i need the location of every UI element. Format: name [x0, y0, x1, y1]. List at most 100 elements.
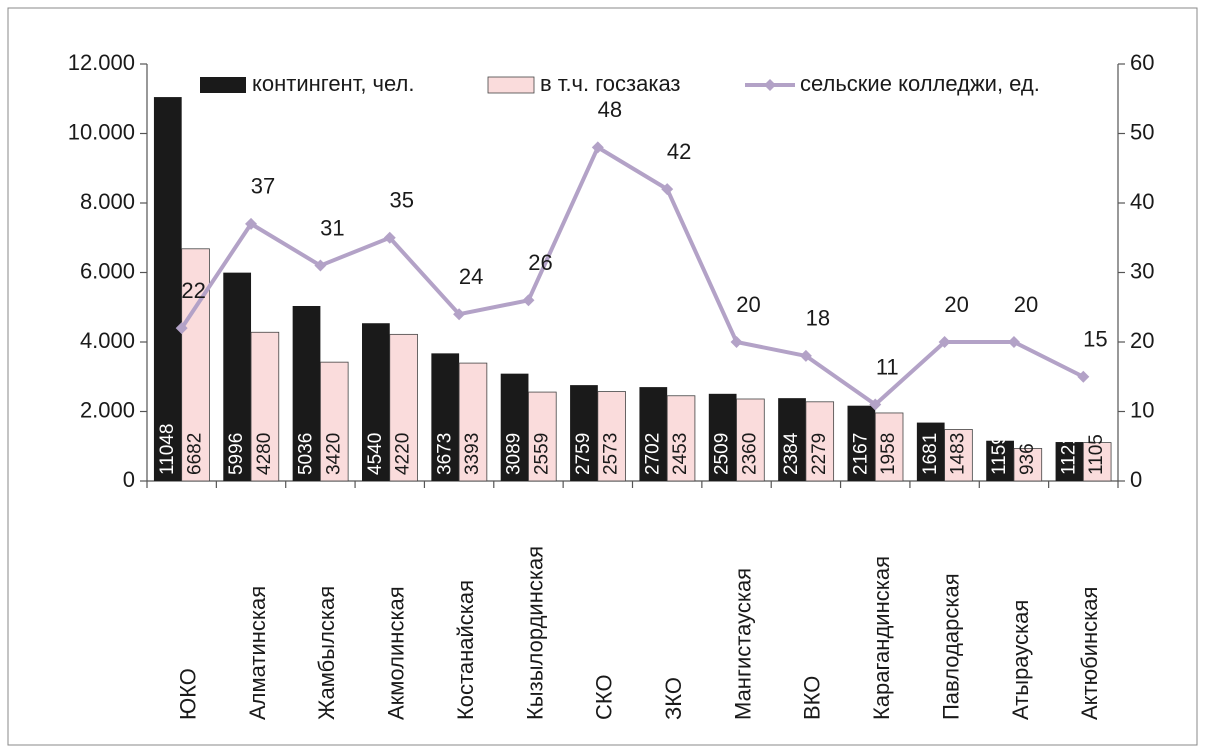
bar-value-label: 5996 — [226, 433, 247, 475]
bar-value-label: 4280 — [254, 433, 275, 475]
x-tick-label: Акмолинская — [384, 586, 409, 720]
bar — [181, 248, 210, 482]
line-marker — [175, 322, 188, 335]
y-tick-label: 12.000 — [68, 50, 135, 75]
line-value-label: 18 — [806, 306, 830, 331]
line-value-label: 20 — [736, 292, 760, 317]
bar — [778, 398, 806, 481]
line-value-label: 20 — [944, 292, 968, 317]
x-tick-label: Жамбылская — [314, 586, 339, 720]
y-tick-label: 6.000 — [80, 258, 135, 283]
y2-tick-label: 0 — [1130, 467, 1142, 492]
bar — [708, 393, 737, 481]
bar-value-label: 2702 — [642, 433, 663, 475]
bar — [292, 305, 321, 481]
y2-tick-label: 30 — [1130, 258, 1154, 283]
bar — [986, 440, 1014, 481]
line-marker — [245, 217, 258, 230]
line-value-label: 37 — [251, 174, 275, 199]
line-value-label: 26 — [528, 250, 552, 275]
y-tick-label: 2.000 — [80, 397, 135, 422]
bar — [874, 412, 904, 482]
bar — [389, 333, 418, 482]
line-value-label: 42 — [667, 139, 691, 164]
legend-label: контингент, чел. — [252, 71, 414, 96]
bar-value-label: 2453 — [670, 433, 691, 475]
bar — [250, 331, 280, 482]
line-marker — [1007, 336, 1020, 348]
bar-value-label: 2573 — [601, 433, 622, 475]
bar — [639, 387, 668, 481]
bar-value-label: 1958 — [878, 433, 899, 475]
bar-value-label: 11048 — [157, 424, 178, 475]
bar — [153, 97, 182, 481]
bar — [1082, 442, 1112, 482]
line-marker — [799, 349, 812, 362]
line-marker — [453, 308, 466, 321]
bar — [944, 429, 973, 482]
y-tick-label: 0 — [123, 467, 135, 492]
bar-value-label: 1159 — [989, 434, 1010, 475]
line — [180, 145, 1085, 407]
bar — [597, 391, 626, 482]
line-marker — [730, 336, 743, 348]
bar-value-label: 2509 — [712, 433, 733, 475]
y2-tick-label: 20 — [1130, 328, 1154, 353]
x-tick-label: ЗКО — [661, 677, 686, 720]
bar-value-label: 4220 — [393, 433, 414, 475]
bar-value-label: 936 — [1017, 443, 1038, 475]
bar-value-label: 1681 — [920, 433, 941, 475]
y-tick-label: 4.000 — [80, 328, 135, 353]
bar-value-label: 1105 — [1086, 434, 1107, 475]
line-marker — [661, 183, 674, 196]
bar-value-label: 5036 — [296, 433, 317, 475]
bar-value-label: 2559 — [531, 433, 552, 475]
x-tick-label: ЮКО — [175, 668, 200, 720]
bar-value-label: 2360 — [739, 433, 760, 475]
line-value-label: 22 — [181, 278, 205, 303]
line-value-label: 24 — [459, 264, 483, 289]
line-value-label: 11 — [876, 354, 899, 379]
x-tick-label: Кызылординская — [522, 546, 547, 720]
line-value-label: 20 — [1014, 292, 1038, 317]
bar — [431, 353, 460, 481]
x-tick-label: СКО — [592, 674, 617, 720]
bar — [362, 323, 390, 481]
y-tick-label: 10.000 — [68, 119, 135, 144]
line-marker — [1077, 370, 1090, 383]
x-tick-label: Павлодарская — [938, 573, 963, 720]
legend-swatch — [487, 76, 535, 94]
line-marker — [314, 259, 327, 272]
bar — [319, 361, 349, 482]
bar — [847, 405, 876, 481]
bar-value-label: 1121 — [1058, 434, 1079, 475]
x-tick-label: Алматинская — [245, 586, 270, 720]
bar-value-label: 4540 — [365, 433, 386, 475]
line-value-label: 31 — [320, 215, 344, 240]
bar — [916, 422, 945, 481]
legend-label: сельские колледжи, ед. — [800, 71, 1040, 96]
x-tick-label: Атырауская — [1008, 600, 1033, 720]
bar-value-label: 2279 — [809, 433, 830, 475]
line-marker — [938, 336, 951, 348]
x-tick-label: Костанайская — [453, 580, 478, 720]
line-value-label: 48 — [598, 97, 622, 122]
bar-value-label: 1483 — [947, 433, 968, 475]
line-marker — [522, 294, 535, 307]
bar-value-label: 2384 — [781, 432, 802, 475]
bar — [570, 385, 598, 481]
x-tick-label: ВКО — [800, 676, 825, 720]
bar-value-label: 6682 — [185, 433, 206, 475]
bar-value-label: 3393 — [462, 433, 483, 475]
bar — [458, 362, 488, 482]
x-tick-label: Мангистауская — [730, 568, 755, 720]
y2-tick-label: 60 — [1130, 50, 1154, 75]
line-value-label: 35 — [390, 188, 414, 213]
legend-marker — [764, 79, 776, 91]
y-tick-label: 8.000 — [80, 189, 135, 214]
bar — [666, 395, 696, 482]
line-marker — [591, 141, 604, 154]
bar-value-label: 2167 — [850, 433, 871, 475]
bar — [805, 401, 835, 482]
